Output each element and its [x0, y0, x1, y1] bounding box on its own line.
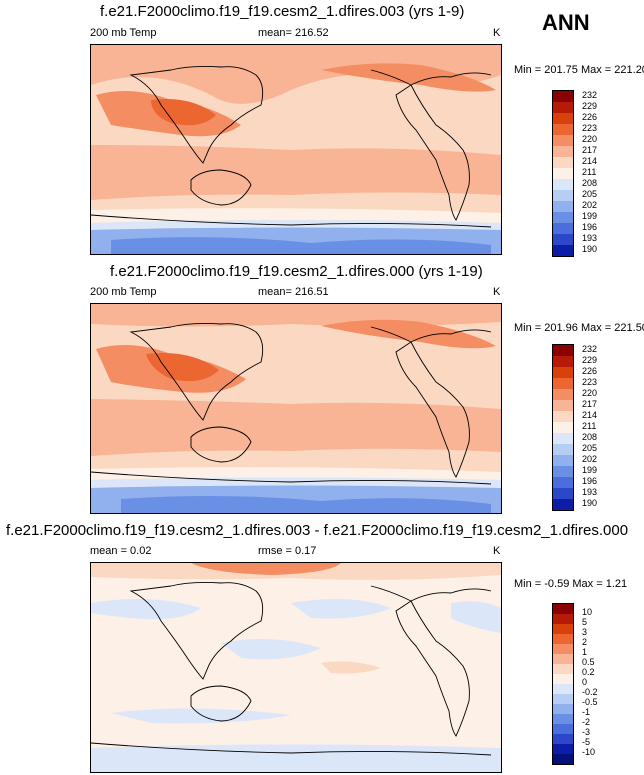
cbar-label: -1 — [582, 707, 591, 717]
antarctic-cold — [121, 495, 491, 513]
panel1-variable: 200 mb Temp — [90, 27, 157, 39]
diff-north-warm — [191, 563, 341, 575]
cbar-label: 232 — [582, 90, 598, 100]
cbar-label: 10 — [582, 607, 593, 617]
cbar-label: 211 — [582, 167, 597, 177]
tropics-band — [91, 399, 501, 456]
asia-hot — [146, 353, 219, 382]
cbar-label: -0.5 — [582, 697, 598, 707]
diff-south — [91, 744, 501, 772]
diff-cool-5 — [111, 708, 291, 724]
coastlines — [91, 581, 492, 756]
panel2-variable: 200 mb Temp — [90, 286, 157, 298]
cbar-label: 205 — [582, 443, 598, 453]
panel2-map — [90, 303, 502, 514]
diff-cool-3 — [451, 601, 501, 633]
coastlines — [91, 322, 492, 485]
tropics-band — [91, 145, 501, 200]
cbar-label: 202 — [582, 454, 598, 464]
arctic-warm — [321, 63, 496, 92]
cbar-label: 217 — [582, 145, 598, 155]
season-label: ANN — [542, 10, 590, 35]
panel1-title: f.e21.F2000climo.f19_f19.cesm2_1.dfires.… — [100, 3, 465, 20]
panel2-units: K — [493, 286, 501, 298]
cbar-label: 217 — [582, 399, 598, 409]
cbar-label: 190 — [582, 498, 598, 508]
cbar-label: 2 — [582, 637, 588, 647]
coastlines — [91, 65, 492, 228]
temp-band-north — [91, 45, 501, 57]
midlat-south — [91, 467, 501, 480]
panel1-units: K — [493, 27, 501, 39]
cbar-label: 226 — [582, 112, 598, 122]
cbar-label: 208 — [582, 432, 598, 442]
panel2-minmax: Min = 201.96 Max = 221.50 — [514, 322, 644, 334]
cbar-label: 232 — [582, 344, 598, 354]
cbar-label: 196 — [582, 222, 598, 232]
cbar-label: 0.2 — [582, 667, 595, 677]
south-band1 — [91, 477, 501, 488]
panel1-mean: mean= 216.52 — [258, 27, 329, 39]
panel3-map-svg — [91, 563, 501, 772]
panel2-mean: mean= 216.51 — [258, 286, 329, 298]
cbar-label: 220 — [582, 134, 598, 144]
cbar-label: 208 — [582, 178, 598, 188]
panel3-colorbar — [552, 603, 574, 765]
cbar-label: 1 — [582, 647, 588, 657]
cbar-label: 193 — [582, 487, 598, 497]
cbar-label: 199 — [582, 211, 598, 221]
cbar-label: 214 — [582, 410, 598, 420]
map-background — [91, 563, 501, 772]
cbar-label: -5 — [582, 737, 591, 747]
cbar-label: -3 — [582, 727, 591, 737]
cbar-label: 193 — [582, 233, 598, 243]
cbar-label: 0.5 — [582, 657, 595, 667]
panel3-map — [90, 562, 502, 773]
panel3-mean: mean = 0.02 — [90, 545, 152, 557]
panel3-rmse: rmse = 0.17 — [258, 545, 317, 557]
diff-cool-1 — [91, 599, 201, 620]
cbar-label: -0.2 — [582, 687, 598, 697]
temp-band-north — [91, 304, 501, 327]
cbar-label: 220 — [582, 388, 598, 398]
diff-warm-1 — [321, 661, 381, 674]
diff-cool-2 — [291, 599, 391, 619]
cbar-label: 190 — [582, 244, 598, 254]
arctic-warm — [321, 319, 496, 349]
cbar-label: 223 — [582, 377, 598, 387]
panel1-minmax: Min = 201.75 Max = 221.20 — [514, 64, 644, 76]
cbar-label: 0 — [582, 677, 588, 687]
midlat-south — [91, 208, 501, 223]
panel2-colorbar — [552, 344, 574, 511]
panel1-map — [90, 44, 502, 255]
cbar-label: 226 — [582, 366, 598, 376]
cbar-label: 214 — [582, 156, 598, 166]
panel2-title: f.e21.F2000climo.f19_f19.cesm2_1.dfires.… — [110, 263, 483, 280]
panel1-map-svg — [91, 45, 501, 254]
cbar-label: 3 — [582, 627, 588, 637]
cbar-label: 205 — [582, 189, 598, 199]
cbar-label: 199 — [582, 465, 598, 475]
cbar-label: -10 — [582, 747, 596, 757]
panel3-title: f.e21.F2000climo.f19_f19.cesm2_1.dfires.… — [6, 522, 629, 539]
cbar-label: 202 — [582, 200, 598, 210]
cbar-label: 211 — [582, 421, 597, 431]
cbar-label: 229 — [582, 355, 598, 365]
panel3-minmax: Min = -0.59 Max = 1.21 — [514, 578, 628, 590]
diff-cool-4 — [221, 639, 321, 660]
cbar-label: 223 — [582, 123, 598, 133]
cbar-label: 5 — [582, 617, 588, 627]
cbar-label: 196 — [582, 476, 598, 486]
antarctic-cold — [111, 237, 491, 254]
asia-hot — [151, 99, 216, 126]
panel2-map-svg — [91, 304, 501, 513]
panel3-units: K — [493, 545, 501, 557]
panel1-colorbar — [552, 90, 574, 257]
cbar-label: 229 — [582, 101, 598, 111]
cbar-label: -2 — [582, 717, 591, 727]
